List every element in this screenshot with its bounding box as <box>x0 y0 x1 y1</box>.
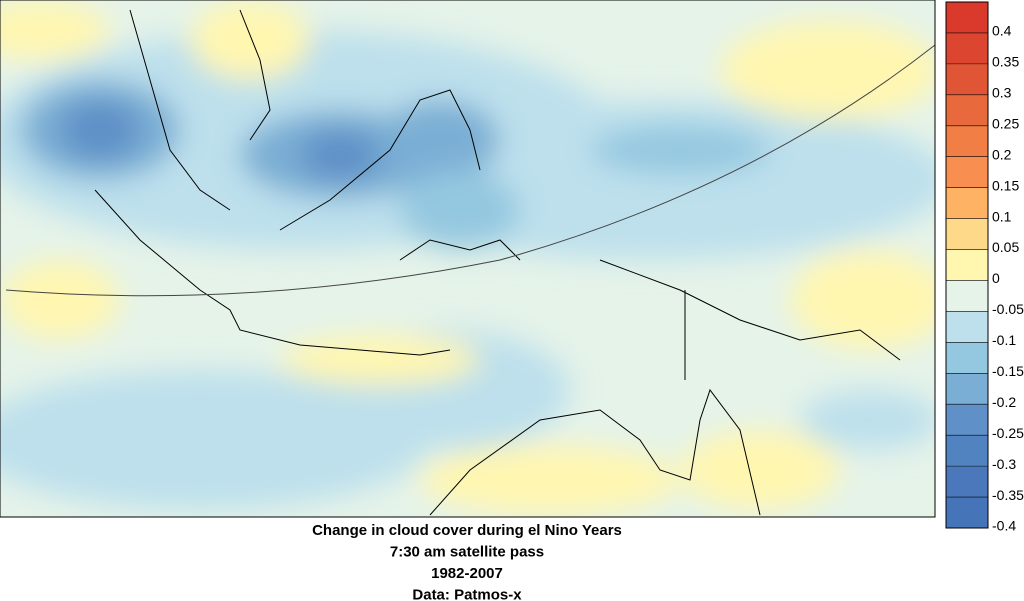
colorbar-tick-label: 0.25 <box>992 115 1019 131</box>
colorbar-band <box>946 373 988 405</box>
colorbar-tick-label: -0.25 <box>992 425 1024 441</box>
colorbar-tick-label: 0.35 <box>992 54 1019 70</box>
colorbar-band <box>946 342 988 374</box>
colorbar-band <box>946 311 988 343</box>
colorbar-band <box>946 2 988 33</box>
colorbar-band <box>946 32 988 64</box>
caption-line: Change in cloud cover during el Nino Yea… <box>312 522 622 539</box>
colorbar-band <box>946 125 988 157</box>
colorbar-tick-label: 0.15 <box>992 177 1019 193</box>
colorbar-tick-label: -0.2 <box>992 394 1016 410</box>
colorbar-tick-label: 0 <box>992 270 1000 286</box>
colorbar-tick-label: 0.05 <box>992 239 1019 255</box>
map-frame <box>0 0 936 518</box>
colorbar: 0.4 0.35 0.3 0.25 0.2 0.15 0.1 0.05 0 -0.05 -0.1 -0… <box>945 1 1024 534</box>
colorbar-band <box>946 497 988 528</box>
colorbar-band <box>946 435 988 467</box>
colorbar-band <box>946 218 988 250</box>
caption-line: 1982-2007 <box>431 565 503 582</box>
colorbar-tick-label: -0.4 <box>992 518 1016 534</box>
colorbar-band <box>946 94 988 126</box>
colorbar-band <box>946 63 988 95</box>
map <box>0 0 935 517</box>
colorbar-band <box>946 156 988 188</box>
colorbar-tick-label: 0.4 <box>992 23 1012 39</box>
caption: Change in cloud cover during el Nino Yea… <box>312 522 622 601</box>
colorbar-band <box>946 280 988 312</box>
caption-line: Data: Patmos-x <box>412 586 522 601</box>
colorbar-band <box>946 187 988 219</box>
colorbar-tick-label: 0.2 <box>992 146 1012 162</box>
colorbar-tick-label: -0.15 <box>992 363 1024 379</box>
colorbar-band <box>946 466 988 498</box>
colorbar-tick-label: -0.1 <box>992 332 1016 348</box>
caption-line: 7:30 am satellite pass <box>390 543 544 560</box>
colorbar-band <box>946 249 988 281</box>
colorbar-tick-label: -0.3 <box>992 456 1016 472</box>
colorbar-tick-label: 0.1 <box>992 208 1012 224</box>
colorbar-band <box>946 404 988 436</box>
colorbar-tick-label: -0.35 <box>992 487 1024 503</box>
colorbar-tick-label: -0.05 <box>992 301 1024 317</box>
colorbar-tick-label: 0.3 <box>992 85 1012 101</box>
